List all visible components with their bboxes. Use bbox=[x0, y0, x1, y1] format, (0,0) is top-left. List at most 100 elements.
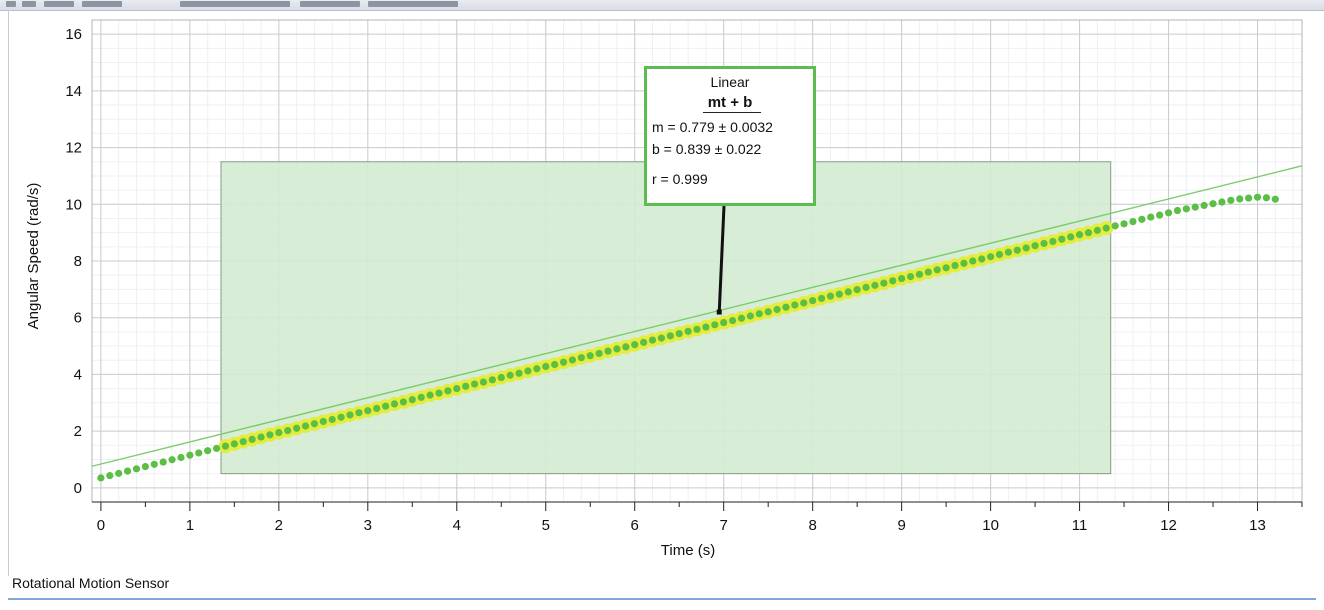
data-point bbox=[737, 314, 746, 322]
data-point bbox=[115, 469, 123, 477]
data-point bbox=[177, 453, 185, 462]
x-tick-label: 1 bbox=[186, 517, 194, 534]
data-point bbox=[106, 472, 114, 480]
data-point bbox=[987, 253, 995, 261]
data-point bbox=[346, 411, 354, 419]
toolbar-icon[interactable] bbox=[44, 1, 74, 7]
x-tick-label: 9 bbox=[897, 517, 905, 534]
toolbar-icon[interactable] bbox=[6, 1, 16, 7]
data-point bbox=[1227, 196, 1235, 204]
y-tick-label: 10 bbox=[65, 196, 82, 213]
y-tick-label: 16 bbox=[65, 26, 82, 43]
data-point bbox=[720, 318, 728, 327]
data-point bbox=[577, 354, 585, 362]
data-point bbox=[1067, 233, 1075, 241]
data-point bbox=[382, 402, 390, 410]
data-point bbox=[586, 352, 594, 360]
data-point bbox=[1253, 193, 1262, 201]
data-point bbox=[221, 442, 230, 450]
data-point bbox=[969, 257, 977, 265]
x-tick-label: 8 bbox=[808, 517, 816, 534]
data-point bbox=[1236, 195, 1244, 203]
data-point bbox=[230, 440, 238, 448]
data-point bbox=[702, 323, 710, 331]
curve-fit-box[interactable]: Linear mt + b m = 0.779 ± 0.0032 b = 0.8… bbox=[644, 66, 816, 206]
data-point bbox=[791, 301, 799, 309]
data-point bbox=[764, 308, 772, 316]
data-point bbox=[426, 391, 434, 399]
data-point bbox=[862, 283, 870, 291]
data-point bbox=[417, 393, 425, 401]
data-point bbox=[880, 279, 888, 287]
data-point bbox=[1156, 211, 1164, 219]
data-point bbox=[542, 362, 550, 371]
fit-equation-divider bbox=[703, 112, 761, 113]
data-point bbox=[435, 389, 443, 397]
data-point bbox=[390, 400, 399, 408]
data-point bbox=[533, 365, 541, 373]
data-point bbox=[640, 338, 648, 346]
data-point bbox=[978, 255, 986, 263]
data-point bbox=[506, 371, 514, 379]
data-point bbox=[1271, 195, 1279, 203]
fit-equation: mt + b bbox=[707, 94, 753, 111]
y-tick-label: 6 bbox=[74, 310, 82, 327]
data-point bbox=[1129, 217, 1137, 226]
data-point bbox=[453, 384, 461, 393]
fit-line bbox=[91, 165, 1303, 467]
data-point bbox=[186, 451, 194, 459]
data-point bbox=[1075, 231, 1084, 239]
x-tick-label: 4 bbox=[453, 517, 461, 534]
y-axis-label: Angular Speed (rad/s) bbox=[25, 183, 42, 330]
data-point bbox=[1191, 203, 1199, 211]
frame-border bbox=[8, 10, 9, 576]
data-point bbox=[782, 303, 790, 311]
data-point bbox=[684, 327, 692, 335]
data-point bbox=[293, 424, 301, 432]
x-tick-label: 10 bbox=[982, 517, 999, 534]
data-point bbox=[604, 347, 612, 355]
data-point bbox=[1040, 239, 1048, 248]
data-point bbox=[746, 312, 754, 320]
toolbar-strip bbox=[0, 0, 1324, 11]
data-point bbox=[479, 378, 488, 386]
y-tick-label: 2 bbox=[74, 423, 82, 440]
data-point bbox=[195, 449, 203, 457]
data-point bbox=[809, 297, 817, 305]
toolbar-icon[interactable] bbox=[180, 1, 290, 7]
fit-title: Linear bbox=[710, 74, 750, 90]
data-point bbox=[462, 382, 470, 390]
toolbar-icon[interactable] bbox=[82, 1, 122, 7]
y-tick-label: 12 bbox=[65, 140, 82, 157]
data-point bbox=[1138, 215, 1146, 223]
annotation-leader-line bbox=[717, 205, 726, 313]
data-point bbox=[123, 467, 132, 475]
data-point bbox=[889, 277, 897, 285]
data-point bbox=[1182, 205, 1190, 213]
data-point bbox=[1084, 229, 1093, 237]
data-point bbox=[275, 428, 283, 437]
data-point bbox=[666, 332, 674, 340]
data-points bbox=[97, 193, 1279, 482]
toolbar-icon[interactable] bbox=[368, 1, 458, 7]
data-point bbox=[1111, 222, 1119, 230]
data-point bbox=[159, 458, 167, 466]
toolbar-icon[interactable] bbox=[300, 1, 360, 7]
data-point bbox=[631, 341, 639, 349]
data-point bbox=[1093, 226, 1101, 234]
data-point bbox=[257, 433, 265, 441]
annotation-anchor bbox=[716, 309, 722, 315]
selection-region[interactable] bbox=[220, 161, 1112, 475]
data-point bbox=[693, 325, 701, 333]
toolbar-icon[interactable] bbox=[22, 1, 36, 7]
data-point bbox=[551, 360, 559, 369]
y-tick-label: 8 bbox=[74, 253, 82, 270]
data-point bbox=[915, 270, 924, 278]
data-point bbox=[1049, 237, 1057, 246]
x-tick-label: 7 bbox=[720, 517, 728, 534]
data-point bbox=[319, 417, 327, 426]
data-point bbox=[800, 299, 808, 307]
data-point bbox=[951, 261, 959, 270]
data-point bbox=[675, 329, 683, 338]
